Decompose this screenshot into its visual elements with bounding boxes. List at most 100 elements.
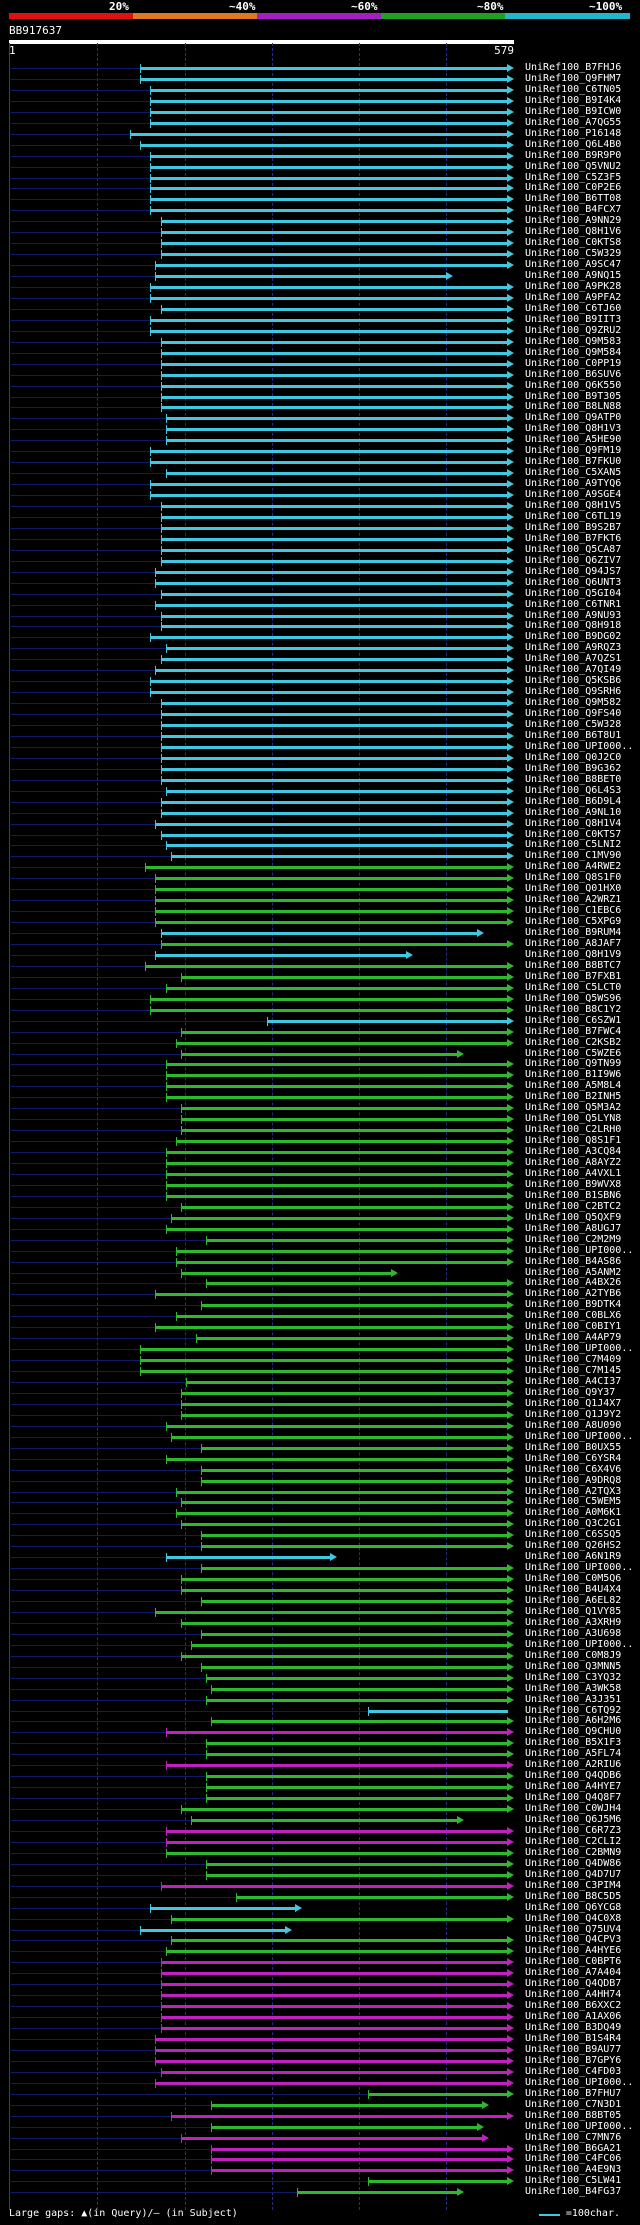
hit-row[interactable]: UniRef100_B9G362 bbox=[0, 763, 640, 775]
hit-id-link[interactable]: UniRef100_UPI000.. bbox=[525, 1562, 634, 1574]
hit-id-link[interactable]: UniRef100_C1MV90 bbox=[525, 850, 622, 862]
hit-id-link[interactable]: UniRef100_A2RIU6 bbox=[525, 1759, 622, 1771]
hit-alignment-bar[interactable] bbox=[165, 1227, 508, 1231]
hit-row[interactable]: UniRef100_Q8H1V5 bbox=[0, 500, 640, 512]
hit-row[interactable]: UniRef100_A9NU93 bbox=[0, 610, 640, 622]
hit-alignment-bar[interactable] bbox=[150, 636, 508, 640]
hit-id-link[interactable]: UniRef100_UPI000.. bbox=[525, 2120, 634, 2132]
hit-id-link[interactable]: UniRef100_Q9SRH6 bbox=[525, 686, 622, 698]
hit-id-link[interactable]: UniRef100_A9PK28 bbox=[525, 281, 622, 292]
hit-row[interactable]: UniRef100_A9PFA2 bbox=[0, 292, 640, 304]
hit-id-link[interactable]: UniRef100_A3CQ84 bbox=[525, 1146, 622, 1158]
hit-row[interactable]: UniRef100_C0KTS7 bbox=[0, 829, 640, 841]
hit-row[interactable]: UniRef100_B3DQ49 bbox=[0, 2022, 640, 2034]
hit-alignment-bar[interactable] bbox=[211, 2125, 478, 2129]
hit-row[interactable]: UniRef100_C2M2M9 bbox=[0, 1234, 640, 1246]
hit-id-link[interactable]: UniRef100_Q6K550 bbox=[525, 379, 622, 391]
hit-row[interactable]: UniRef100_C6TQ92 bbox=[0, 1705, 640, 1717]
hit-id-link[interactable]: UniRef100_A7QI49 bbox=[525, 664, 622, 676]
hit-id-link[interactable]: UniRef100_A2TQX3 bbox=[525, 1485, 622, 1497]
hit-row[interactable]: UniRef100_A9NQ15 bbox=[0, 270, 640, 282]
hit-row[interactable]: UniRef100_C0BLX6 bbox=[0, 1310, 640, 1322]
hit-id-link[interactable]: UniRef100_B3DQ49 bbox=[525, 2022, 622, 2034]
hit-id-link[interactable]: UniRef100_A9NL10 bbox=[525, 806, 622, 818]
hit-row[interactable]: UniRef100_Q9SRH6 bbox=[0, 686, 640, 698]
hit-id-link[interactable]: UniRef100_B9DTK4 bbox=[525, 1299, 622, 1311]
hit-row[interactable]: UniRef100_C0M8J9 bbox=[0, 1650, 640, 1662]
hit-alignment-bar[interactable] bbox=[150, 483, 508, 487]
hit-id-link[interactable]: UniRef100_C5WZE6 bbox=[525, 1047, 622, 1059]
hit-id-link[interactable]: UniRef100_B9I4K4 bbox=[525, 94, 622, 106]
hit-row[interactable]: UniRef100_UPI000.. bbox=[0, 1639, 640, 1651]
hit-id-link[interactable]: UniRef100_UPI000.. bbox=[525, 1343, 634, 1355]
hit-alignment-bar[interactable] bbox=[150, 286, 508, 289]
hit-id-link[interactable]: UniRef100_Q6YCG8 bbox=[525, 1901, 622, 1913]
hit-alignment-bar[interactable] bbox=[150, 154, 508, 158]
hit-row[interactable]: UniRef100_Q5M3A2 bbox=[0, 1102, 640, 1114]
hit-row[interactable]: UniRef100_Q8H1V3 bbox=[0, 423, 640, 435]
hit-row[interactable]: UniRef100_C7M409 bbox=[0, 1354, 640, 1366]
hit-id-link[interactable]: UniRef100_A9DRQ8 bbox=[525, 1474, 622, 1486]
hit-row[interactable]: UniRef100_Q6J5M6 bbox=[0, 1814, 640, 1826]
hit-alignment-bar[interactable] bbox=[200, 1468, 508, 1472]
hit-id-link[interactable]: UniRef100_A6N1R9 bbox=[525, 1551, 622, 1563]
hit-id-link[interactable]: UniRef100_C5LCT0 bbox=[525, 981, 622, 993]
hit-alignment-bar[interactable] bbox=[140, 1370, 508, 1374]
hit-alignment-bar[interactable] bbox=[165, 647, 508, 651]
hit-alignment-bar[interactable] bbox=[165, 428, 508, 432]
hit-alignment-bar[interactable] bbox=[165, 1457, 508, 1461]
hit-row[interactable]: UniRef100_C5LCT0 bbox=[0, 981, 640, 994]
hit-alignment-bar[interactable] bbox=[160, 2005, 508, 2009]
hit-id-link[interactable]: UniRef100_B8BTC7 bbox=[525, 959, 622, 971]
hit-alignment-bar[interactable] bbox=[160, 373, 508, 377]
hit-alignment-bar[interactable] bbox=[160, 833, 508, 837]
hit-row[interactable]: UniRef100_Q9CHU0 bbox=[0, 1726, 640, 1738]
hit-id-link[interactable]: UniRef100_UPI000.. bbox=[525, 740, 634, 752]
hit-alignment-bar[interactable] bbox=[170, 1939, 508, 1943]
hit-id-link[interactable]: UniRef100_C4FC06 bbox=[525, 2153, 622, 2165]
hit-alignment-bar[interactable] bbox=[165, 417, 508, 421]
hit-alignment-bar[interactable] bbox=[160, 406, 508, 410]
hit-row[interactable]: UniRef100_C5W328 bbox=[0, 719, 640, 731]
hit-id-link[interactable]: UniRef100_Q4C0X8 bbox=[525, 1912, 622, 1924]
hit-id-link[interactable]: UniRef100_Q5VNU2 bbox=[525, 160, 622, 172]
hit-alignment-bar[interactable] bbox=[155, 921, 508, 925]
hit-id-link[interactable]: UniRef100_Q3C2G1 bbox=[525, 1518, 622, 1530]
hit-row[interactable]: UniRef100_B9DTK4 bbox=[0, 1299, 640, 1311]
hit-row[interactable]: UniRef100_C2BTC2 bbox=[0, 1201, 640, 1213]
hit-alignment-bar[interactable] bbox=[200, 1600, 508, 1603]
hit-id-link[interactable]: UniRef100_B9AU77 bbox=[525, 2043, 622, 2055]
hit-alignment-bar[interactable] bbox=[180, 1118, 508, 1122]
hit-id-link[interactable]: UniRef100_A4RWE2 bbox=[525, 861, 622, 873]
hit-id-link[interactable]: UniRef100_Q4DW86 bbox=[525, 1857, 622, 1869]
hit-row[interactable]: UniRef100_A2TQX3 bbox=[0, 1485, 640, 1498]
hit-id-link[interactable]: UniRef100_C6YSR4 bbox=[525, 1452, 622, 1464]
hit-alignment-bar[interactable] bbox=[367, 2180, 508, 2184]
hit-row[interactable]: UniRef100_A8JAF7 bbox=[0, 938, 640, 950]
hit-row[interactable]: UniRef100_UPI000.. bbox=[0, 2120, 640, 2133]
hit-alignment-bar[interactable] bbox=[160, 778, 508, 782]
hit-id-link[interactable]: UniRef100_A5HE90 bbox=[525, 434, 622, 446]
hit-row[interactable]: UniRef100_C3YQ32 bbox=[0, 1672, 640, 1684]
hit-row[interactable]: UniRef100_B8LN88 bbox=[0, 401, 640, 413]
hit-row[interactable]: UniRef100_Q3C2G1 bbox=[0, 1518, 640, 1530]
hit-row[interactable]: UniRef100_C7N3D1 bbox=[0, 2099, 640, 2111]
hit-row[interactable]: UniRef100_Q9FHM7 bbox=[0, 72, 640, 85]
hit-id-link[interactable]: UniRef100_B7GPY6 bbox=[525, 2054, 622, 2066]
hit-id-link[interactable]: UniRef100_Q1J9Y2 bbox=[525, 1408, 622, 1420]
hit-row[interactable]: UniRef100_Q6L4S3 bbox=[0, 785, 640, 797]
hit-id-link[interactable]: UniRef100_Q9FHM7 bbox=[525, 72, 622, 84]
hit-row[interactable]: UniRef100_B1S4R4 bbox=[0, 2033, 640, 2045]
hit-id-link[interactable]: UniRef100_C6TL19 bbox=[525, 510, 622, 522]
hit-id-link[interactable]: UniRef100_A9TYQ6 bbox=[525, 478, 622, 490]
hit-alignment-bar[interactable] bbox=[150, 88, 508, 92]
hit-row[interactable]: UniRef100_Q4QDB7 bbox=[0, 1978, 640, 1990]
hit-alignment-bar[interactable] bbox=[160, 1961, 508, 1965]
hit-id-link[interactable]: UniRef100_A4CI37 bbox=[525, 1376, 622, 1387]
hit-row[interactable]: UniRef100_C0M5Q6 bbox=[0, 1573, 640, 1585]
hit-id-link[interactable]: UniRef100_Q5CA87 bbox=[525, 543, 622, 555]
hit-row[interactable]: UniRef100_B5X1F3 bbox=[0, 1737, 640, 1749]
hit-alignment-bar[interactable] bbox=[155, 1610, 508, 1614]
hit-id-link[interactable]: UniRef100_B9IIT3 bbox=[525, 313, 622, 325]
hit-id-link[interactable]: UniRef100_Q8H1V4 bbox=[525, 817, 622, 829]
